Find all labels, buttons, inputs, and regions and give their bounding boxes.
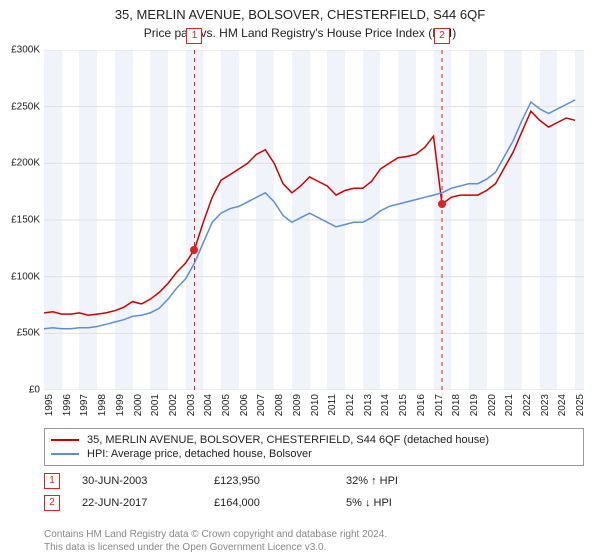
legend: 35, MERLIN AVENUE, BOLSOVER, CHESTERFIEL… xyxy=(44,428,584,466)
event-row-num: 2 xyxy=(44,495,60,511)
x-tick-label: 2017 xyxy=(434,394,445,416)
x-tick-label: 2010 xyxy=(310,394,321,416)
y-tick-label: £0 xyxy=(29,385,40,396)
x-tick-label: 2023 xyxy=(540,394,551,416)
x-tick-label: 2024 xyxy=(557,394,568,416)
x-tick-label: 2001 xyxy=(150,394,161,416)
y-tick-label: £50K xyxy=(17,328,40,339)
y-tick-label: £150K xyxy=(11,215,40,226)
footer-line1: Contains HM Land Registry data © Crown c… xyxy=(44,528,387,541)
event-row: 2 22-JUN-2017 £164,000 5% ↓ HPI xyxy=(44,492,584,514)
plot-svg xyxy=(44,50,584,390)
x-tick-label: 2000 xyxy=(133,394,144,416)
event-row-delta: 32% ↑ HPI xyxy=(346,475,446,487)
event-row-price: £164,000 xyxy=(214,497,324,509)
y-tick-label: £250K xyxy=(11,101,40,112)
event-dot xyxy=(438,200,446,208)
event-row-num: 1 xyxy=(44,473,60,489)
legend-label-hpi: HPI: Average price, detached house, Bols… xyxy=(87,448,312,460)
y-tick-label: £300K xyxy=(11,45,40,56)
footer-licence: Contains HM Land Registry data © Crown c… xyxy=(44,528,387,554)
x-tick-label: 2021 xyxy=(504,394,515,416)
event-row-date: 22-JUN-2017 xyxy=(82,497,192,509)
x-tick-label: 2015 xyxy=(398,394,409,416)
x-tick-label: 2008 xyxy=(274,394,285,416)
x-tick-label: 2009 xyxy=(292,394,303,416)
x-tick-label: 2019 xyxy=(469,394,480,416)
x-tick-label: 2002 xyxy=(168,394,179,416)
x-tick-label: 1997 xyxy=(79,394,90,416)
legend-swatch-property xyxy=(51,439,79,441)
legend-row-property: 35, MERLIN AVENUE, BOLSOVER, CHESTERFIEL… xyxy=(51,433,577,447)
legend-row-hpi: HPI: Average price, detached house, Bols… xyxy=(51,447,577,461)
x-tick-label: 1999 xyxy=(115,394,126,416)
x-tick-label: 2011 xyxy=(327,394,338,416)
event-row-date: 30-JUN-2003 xyxy=(82,475,192,487)
events-table: 1 30-JUN-2003 £123,950 32% ↑ HPI 2 22-JUN-201… xyxy=(44,470,584,514)
x-tick-label: 2016 xyxy=(416,394,427,416)
plot-area: £0£50K£100K£150K£200K£250K£300K 19951996… xyxy=(44,50,584,390)
x-tick-label: 2022 xyxy=(522,394,533,416)
event-row-delta: 5% ↓ HPI xyxy=(346,497,446,509)
x-tick-label: 2020 xyxy=(487,394,498,416)
legend-swatch-hpi xyxy=(51,453,79,455)
event-row: 1 30-JUN-2003 £123,950 32% ↑ HPI xyxy=(44,470,584,492)
x-tick-label: 2003 xyxy=(186,394,197,416)
x-tick-label: 2025 xyxy=(575,394,586,416)
x-tick-label: 2006 xyxy=(239,394,250,416)
x-tick-label: 1995 xyxy=(44,394,55,416)
x-tick-label: 1998 xyxy=(97,394,108,416)
chart-subtitle: Price paid vs. HM Land Registry's House … xyxy=(0,24,600,40)
legend-label-property: 35, MERLIN AVENUE, BOLSOVER, CHESTERFIEL… xyxy=(87,434,489,446)
x-tick-label: 2007 xyxy=(256,394,267,416)
footer-line2: This data is licensed under the Open Gov… xyxy=(44,541,387,554)
x-tick-label: 2004 xyxy=(203,394,214,416)
y-tick-label: £100K xyxy=(11,271,40,282)
event-row-price: £123,950 xyxy=(214,475,324,487)
event-marker-2: 2 xyxy=(434,28,450,44)
event-dot xyxy=(190,246,198,254)
x-tick-label: 2012 xyxy=(345,394,356,416)
x-tick-label: 2014 xyxy=(380,394,391,416)
event-marker-1: 1 xyxy=(186,28,202,44)
x-tick-label: 2013 xyxy=(363,394,374,416)
x-tick-label: 1996 xyxy=(62,394,73,416)
x-tick-label: 2005 xyxy=(221,394,232,416)
chart-title: 35, MERLIN AVENUE, BOLSOVER, CHESTERFIEL… xyxy=(0,0,600,24)
y-tick-label: £200K xyxy=(11,158,40,169)
x-tick-label: 2018 xyxy=(451,394,462,416)
